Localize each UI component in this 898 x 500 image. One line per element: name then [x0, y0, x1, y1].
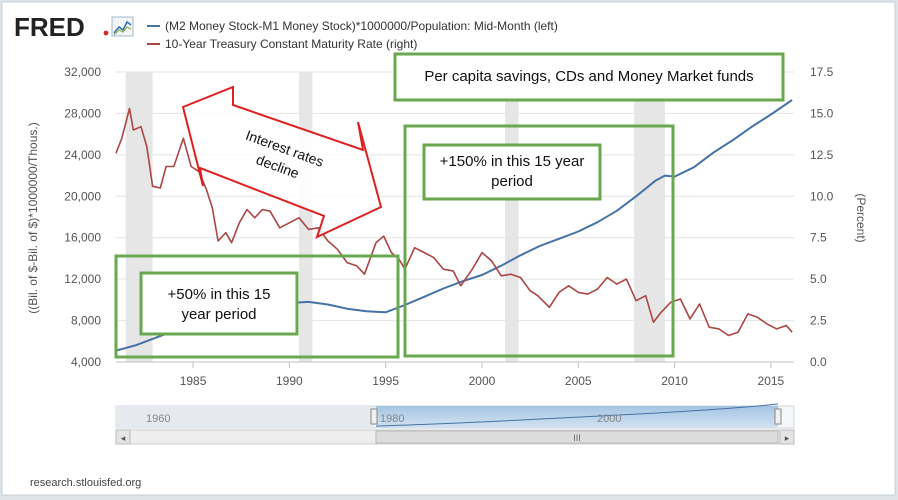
x-axis-ticks: 1985 1990 1995 2000 2005 2010 2015 — [180, 362, 785, 388]
navigator-label-1960: 1960 — [146, 413, 170, 425]
y-right-tick-label: 5.0 — [810, 272, 827, 286]
range-navigator: 1960 1980 2000 III ◂ ▸ — [115, 403, 795, 445]
annotation-boxes: Per capita savings, CDs and Money Market… — [114, 52, 785, 359]
period-1981-1995-frame — [114, 254, 400, 359]
navigator-label-2000: 2000 — [597, 413, 621, 425]
x-tick-label: 2005 — [565, 374, 592, 388]
period-1995-2010-frame — [403, 124, 675, 358]
legend-item-m2[interactable]: (M2 Money Stock-M1 Money Stock)*1000000/… — [147, 19, 558, 33]
y-left-tick-label: 32,000 — [64, 65, 101, 79]
scroll-left-button[interactable] — [115, 429, 131, 445]
source-link[interactable]: research.stlouisfed.org — [30, 477, 141, 489]
legend-item-treasury[interactable]: 10-Year Treasury Constant Maturity Rate … — [147, 37, 417, 51]
series-treasury-line — [115, 107, 793, 337]
navigator-handle-right[interactable] — [774, 408, 782, 425]
y-left-tick-label: 20,000 — [64, 189, 101, 203]
y-right-tick-label: 17.5 — [810, 65, 834, 79]
y-left-tick-label: 24,000 — [64, 148, 101, 162]
logo-accent-dot — [103, 30, 109, 36]
plus-150-text-line1: +150% in this 15 year — [440, 153, 585, 170]
plus-50-text-line2: year period — [181, 306, 256, 323]
plus-50-box — [139, 271, 299, 336]
x-tick-label: 2000 — [469, 374, 496, 388]
scroll-left-arrow-icon: ◂ — [121, 434, 126, 444]
y-right-tick-label: 10.0 — [810, 189, 834, 203]
y-right-tick-label: 12.5 — [810, 148, 834, 162]
savings-title-text: Per capita savings, CDs and Money Market… — [424, 68, 753, 85]
y-left-tick-label: 16,000 — [64, 231, 101, 245]
y-axis-right-title: (Percent) — [854, 193, 868, 242]
y-left-tick-label: 8,000 — [71, 314, 101, 328]
y-axis-right-ticks: 0.0 2.5 5.0 7.5 10.0 12.5 15.0 17.5 — [810, 65, 834, 369]
x-tick-label: 2010 — [661, 374, 688, 388]
x-tick-label: 1985 — [180, 374, 207, 388]
x-tick-label: 1990 — [276, 374, 303, 388]
arrow-shape — [181, 85, 383, 239]
y-right-tick-label: 2.5 — [810, 314, 827, 328]
navigator-label-1980: 1980 — [380, 413, 404, 425]
scroll-right-arrow-icon: ▸ — [785, 434, 790, 444]
y-axis-left-title: ((Bil. of $-Bil. of $)*1000000/Thous.) — [26, 122, 40, 313]
recession-band — [298, 72, 313, 362]
y-left-tick-label: 12,000 — [64, 272, 101, 286]
logo-text: FRED — [14, 12, 85, 42]
recession-band — [634, 72, 665, 362]
x-tick-label: 1995 — [372, 374, 399, 388]
y-axis-left-ticks: 4,000 8,000 12,000 16,000 20,000 24,000 28,000… — [64, 65, 101, 369]
y-right-tick-label: 0.0 — [810, 355, 827, 369]
scrollbar-thumb[interactable] — [375, 430, 779, 444]
y-right-tick-label: 7.5 — [810, 231, 827, 245]
plus-150-text-line2: period — [491, 173, 533, 190]
interest-rates-decline-arrow: Interest rates decline — [181, 85, 383, 239]
savings-title-box — [393, 52, 785, 102]
recession-band — [505, 72, 519, 362]
y-right-tick-label: 15.0 — [810, 106, 834, 120]
scrollbar-grip-icon: III — [573, 433, 581, 443]
navigator-mask-left — [116, 406, 374, 428]
line-chart-icon — [111, 16, 134, 37]
plus-150-box — [422, 143, 602, 201]
legend: (M2 Money Stock-M1 Money Stock)*1000000/… — [147, 19, 558, 51]
fred-logo[interactable]: FRED — [14, 12, 134, 42]
scroll-right-button[interactable] — [779, 429, 795, 445]
y-left-tick-label: 28,000 — [64, 106, 101, 120]
legend-label-treasury: 10-Year Treasury Constant Maturity Rate … — [165, 37, 417, 51]
navigator-handle-left[interactable] — [370, 408, 378, 425]
navigator-series — [375, 403, 779, 427]
legend-label-m2: (M2 Money Stock-M1 Money Stock)*1000000/… — [165, 19, 558, 33]
y-left-tick-label: 4,000 — [71, 355, 101, 369]
plus-50-text-line1: +50% in this 15 — [168, 286, 271, 303]
x-tick-label: 2015 — [758, 374, 785, 388]
